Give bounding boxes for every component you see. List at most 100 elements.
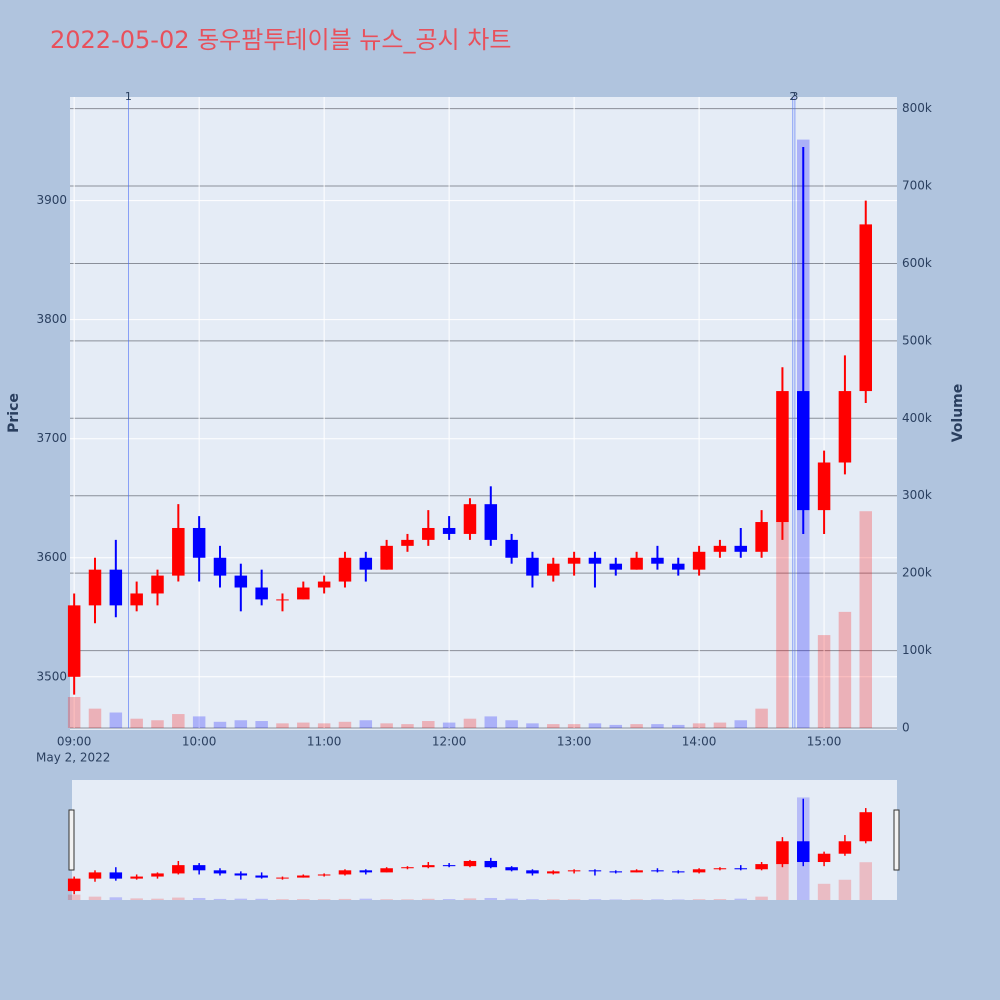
volume-bar — [109, 712, 123, 728]
volume-bar — [442, 722, 456, 728]
candle-body — [484, 504, 498, 540]
volume-bar — [297, 722, 310, 728]
y2-tick-label: 0 — [902, 721, 910, 735]
slider-volume-bar — [547, 899, 560, 900]
range-slider[interactable] — [72, 780, 897, 900]
candle-body — [297, 587, 310, 600]
slider-volume-bar — [172, 897, 185, 900]
volume-bar — [317, 723, 331, 728]
volume-bar — [547, 724, 560, 728]
volume-bar — [817, 635, 831, 728]
slider-candle-body — [692, 869, 706, 873]
slider-candle-body — [213, 870, 227, 874]
slider-volume-bar — [380, 899, 393, 900]
candle-body — [776, 391, 789, 523]
x-tick-label: 09:00 — [57, 735, 92, 749]
candle-body — [651, 557, 664, 564]
slider-candle-body — [255, 875, 268, 878]
slider-candle-body — [672, 871, 685, 873]
slider-candle-body — [734, 868, 748, 870]
y-tick-label: 3700 — [36, 431, 67, 445]
volume-bar — [213, 721, 227, 728]
candle-body — [442, 527, 456, 534]
volume-bar — [713, 722, 727, 728]
slider-volume-bar — [255, 898, 268, 900]
slider-candle-body — [234, 873, 248, 876]
slider-volume-bar — [338, 898, 352, 900]
chart-title: 2022-05-02 동우팜투테이블 뉴스_공시 차트 — [50, 26, 511, 54]
slider-candle-body — [713, 868, 727, 870]
slider-candle-body — [109, 872, 123, 879]
slider-volume-bar — [505, 898, 518, 900]
slider-volume-bar — [526, 899, 539, 900]
slider-volume-bar — [213, 898, 227, 900]
slider-volume-bar — [817, 883, 831, 900]
slider-candle-body — [317, 874, 331, 876]
volume-bar — [651, 724, 664, 728]
volume-bar — [359, 720, 373, 728]
slider-volume-bar — [567, 899, 581, 900]
candle-body — [88, 569, 102, 606]
slider-volume-bar — [776, 859, 789, 900]
slider-candle-body — [859, 812, 873, 842]
candle-body — [338, 557, 352, 582]
slider-candle-body — [817, 853, 831, 863]
volume-bar — [484, 716, 498, 728]
slider-candle-body — [547, 871, 560, 874]
volume-bar — [130, 718, 143, 728]
y-tick-label: 3800 — [36, 312, 67, 326]
volume-bar — [692, 723, 706, 728]
slider-volume-bar — [838, 879, 852, 900]
slider-volume-bar — [297, 899, 310, 900]
slider-candle-body — [338, 870, 352, 875]
slider-volume-bar — [401, 899, 414, 900]
candle-body — [359, 557, 373, 570]
slider-candle-body — [526, 870, 539, 874]
slider-candle-body — [442, 865, 456, 867]
x-tick-label: 15:00 — [807, 735, 842, 749]
volume-bar — [588, 723, 602, 728]
slider-volume-bar — [692, 899, 706, 900]
y2-tick-label: 100k — [902, 643, 932, 657]
candle-body — [817, 462, 831, 511]
slider-volume-bar — [484, 897, 498, 900]
candle-body — [109, 569, 123, 606]
slider-candle-body — [192, 865, 206, 871]
volume-bar — [88, 708, 102, 728]
candle-body — [567, 557, 581, 564]
slider-volume-bar — [192, 897, 206, 900]
slider-candle-body — [797, 841, 810, 863]
candle-body — [609, 563, 623, 570]
slider-candle-body — [88, 872, 102, 879]
volume-bar — [463, 718, 477, 728]
candle-body — [859, 224, 873, 392]
annotation-label: 2 — [789, 90, 796, 103]
candle-body — [505, 539, 518, 558]
slider-candle-body — [172, 865, 185, 874]
volume-bar — [630, 724, 643, 728]
slider-handle-left[interactable] — [68, 809, 75, 871]
volume-bar — [255, 721, 268, 728]
volume-bar — [67, 697, 81, 728]
slider-candle-body — [422, 865, 435, 868]
slider-candle-body — [67, 878, 81, 892]
slider-volume-bar — [234, 898, 248, 900]
volume-bar — [838, 611, 852, 728]
y2-tick-label: 600k — [902, 256, 932, 270]
candle-body — [463, 504, 477, 534]
volume-bar — [734, 720, 748, 728]
slider-handle-right[interactable] — [893, 809, 900, 871]
candle-body — [67, 605, 81, 677]
y-tick-label: 3600 — [36, 550, 67, 564]
slider-volume-bar — [88, 896, 102, 900]
volume-bar — [338, 721, 352, 728]
candle-body — [547, 563, 560, 576]
x-tick-label: 14:00 — [682, 735, 717, 749]
y2-tick-label: 200k — [902, 566, 932, 580]
slider-volume-bar — [609, 899, 623, 900]
slider-candle-body — [380, 868, 393, 873]
volume-bar — [234, 720, 248, 728]
candle-body — [151, 575, 164, 594]
slider-candle-body — [297, 875, 310, 878]
